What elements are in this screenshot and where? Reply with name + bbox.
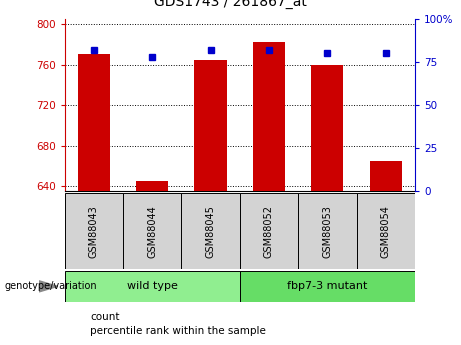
Bar (65, 193, 123, 269)
Text: GDS1743 / 261867_at: GDS1743 / 261867_at (154, 0, 307, 9)
Text: genotype/variation: genotype/variation (5, 282, 97, 291)
Text: GSM88053: GSM88053 (322, 205, 332, 258)
Bar (136, 181, 168, 191)
Text: GSM88045: GSM88045 (206, 205, 216, 258)
Polygon shape (39, 281, 58, 292)
Text: GSM88044: GSM88044 (147, 205, 157, 257)
Bar (370, 161, 402, 191)
Text: GSM88043: GSM88043 (89, 205, 99, 257)
Text: percentile rank within the sample: percentile rank within the sample (90, 326, 266, 336)
Bar (123, 193, 181, 269)
Text: GSM88054: GSM88054 (381, 205, 391, 258)
Bar (311, 65, 343, 191)
Bar (195, 60, 226, 191)
Bar (298, 193, 356, 269)
Bar (65, 271, 240, 302)
Bar (240, 271, 415, 302)
Text: wild type: wild type (127, 282, 177, 291)
Text: fbp7-3 mutant: fbp7-3 mutant (287, 282, 367, 291)
Bar (77, 55, 110, 191)
Bar (356, 193, 415, 269)
Bar (253, 42, 285, 191)
Bar (181, 193, 240, 269)
Text: count: count (90, 313, 119, 322)
Text: GSM88052: GSM88052 (264, 205, 274, 258)
Bar (240, 193, 298, 269)
